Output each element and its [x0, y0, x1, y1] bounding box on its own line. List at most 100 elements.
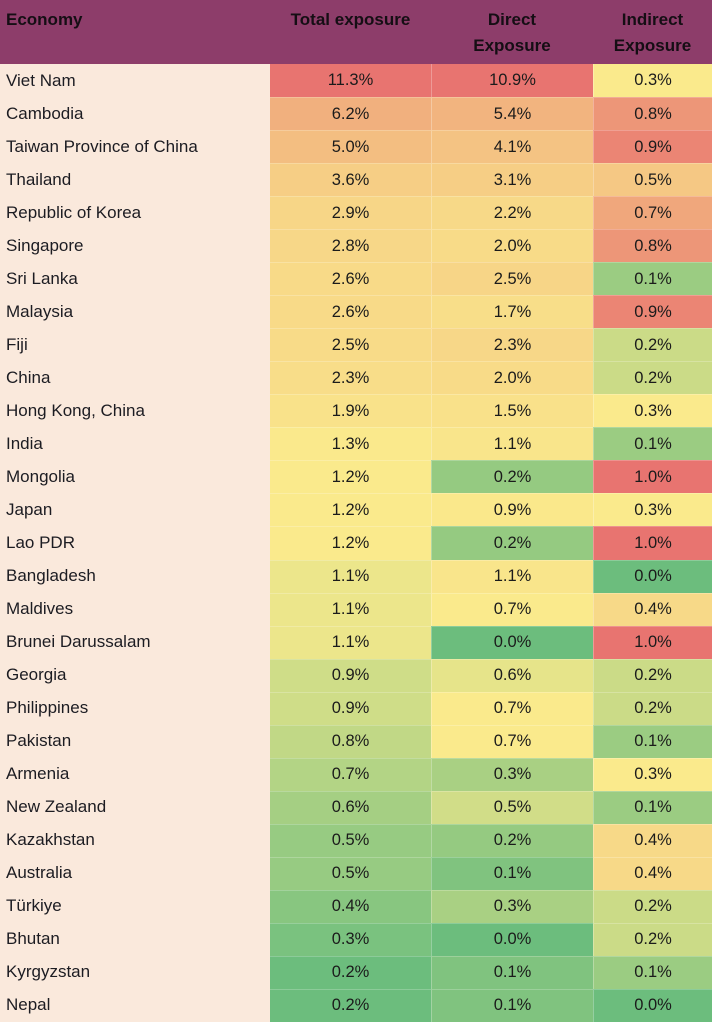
direct-exposure-cell: 0.3% [431, 757, 593, 791]
total-exposure-cell: 2.5% [270, 328, 431, 362]
economy-cell: Thailand [0, 163, 270, 197]
direct-exposure-cell: 0.7% [431, 691, 593, 725]
indirect-exposure-cell: 0.1% [593, 790, 712, 824]
economy-cell: Fiji [0, 328, 270, 362]
indirect-exposure-cell: 0.8% [593, 97, 712, 131]
direct-exposure-cell: 3.1% [431, 163, 593, 197]
indirect-exposure-cell: 0.7% [593, 196, 712, 230]
economy-cell: Taiwan Province of China [0, 130, 270, 164]
indirect-exposure-cell: 0.2% [593, 922, 712, 956]
direct-exposure-cell: 0.9% [431, 493, 593, 527]
indirect-exposure-cell: 0.4% [593, 856, 712, 890]
direct-exposure-cell: 0.0% [431, 625, 593, 659]
total-exposure-cell: 0.2% [270, 988, 431, 1022]
indirect-exposure-cell: 0.1% [593, 427, 712, 461]
header-indirect-line2: Exposure [613, 36, 692, 55]
economy-cell: India [0, 427, 270, 461]
indirect-exposure-cell: 0.2% [593, 361, 712, 395]
total-exposure-cell: 1.1% [270, 559, 431, 593]
economy-cell: Maldives [0, 592, 270, 626]
indirect-exposure-cell: 0.3% [593, 493, 712, 527]
total-exposure-cell: 2.6% [270, 295, 431, 329]
total-exposure-cell: 1.2% [270, 460, 431, 494]
total-exposure-cell: 0.4% [270, 889, 431, 923]
economy-cell: Republic of Korea [0, 196, 270, 230]
indirect-exposure-cell: 0.0% [593, 988, 712, 1022]
indirect-exposure-cell: 1.0% [593, 460, 712, 494]
direct-exposure-cell: 1.1% [431, 559, 593, 593]
total-exposure-cell: 5.0% [270, 130, 431, 164]
economy-cell: New Zealand [0, 790, 270, 824]
total-exposure-cell: 1.1% [270, 592, 431, 626]
indirect-exposure-cell: 0.2% [593, 691, 712, 725]
direct-exposure-cell: 2.5% [431, 262, 593, 296]
indirect-exposure-cell: 0.1% [593, 262, 712, 296]
indirect-exposure-cell: 0.4% [593, 592, 712, 626]
economy-cell: Cambodia [0, 97, 270, 131]
economy-cell: Kyrgyzstan [0, 955, 270, 989]
indirect-exposure-cell: 0.3% [593, 394, 712, 428]
economy-cell: Bhutan [0, 922, 270, 956]
indirect-exposure-cell: 0.2% [593, 889, 712, 923]
economy-cell: Lao PDR [0, 526, 270, 560]
direct-exposure-cell: 2.0% [431, 361, 593, 395]
total-exposure-cell: 0.5% [270, 856, 431, 890]
total-exposure-cell: 3.6% [270, 163, 431, 197]
indirect-exposure-cell: 0.2% [593, 658, 712, 692]
economy-cell: Bangladesh [0, 559, 270, 593]
total-exposure-cell: 1.3% [270, 427, 431, 461]
direct-exposure-cell: 0.1% [431, 856, 593, 890]
economy-cell: Nepal [0, 988, 270, 1022]
direct-exposure-cell: 0.3% [431, 889, 593, 923]
economy-cell: Malaysia [0, 295, 270, 329]
total-exposure-cell: 2.6% [270, 262, 431, 296]
direct-exposure-cell: 0.6% [431, 658, 593, 692]
total-exposure-cell: 0.9% [270, 658, 431, 692]
indirect-exposure-cell: 0.3% [593, 757, 712, 791]
header-economy: Economy [0, 0, 270, 64]
economy-cell: Singapore [0, 229, 270, 263]
total-exposure-cell: 2.8% [270, 229, 431, 263]
header-direct-exposure: Direct Exposure [431, 0, 593, 64]
direct-exposure-cell: 0.2% [431, 823, 593, 857]
direct-exposure-cell: 1.1% [431, 427, 593, 461]
indirect-exposure-cell: 0.1% [593, 955, 712, 989]
header-economy-label: Economy [6, 10, 83, 29]
economy-cell: Türkiye [0, 889, 270, 923]
indirect-exposure-cell: 0.3% [593, 64, 712, 98]
direct-exposure-cell: 1.7% [431, 295, 593, 329]
indirect-exposure-cell: 0.8% [593, 229, 712, 263]
economy-cell: Australia [0, 856, 270, 890]
direct-exposure-cell: 5.4% [431, 97, 593, 131]
economy-cell: Kazakhstan [0, 823, 270, 857]
header-indirect-exposure: Indirect Exposure [593, 0, 712, 64]
economy-cell: Philippines [0, 691, 270, 725]
direct-exposure-cell: 0.2% [431, 460, 593, 494]
total-exposure-cell: 0.6% [270, 790, 431, 824]
direct-exposure-cell: 0.7% [431, 592, 593, 626]
economy-cell: Sri Lanka [0, 262, 270, 296]
header-direct-line1: Direct [487, 10, 537, 29]
indirect-exposure-cell: 0.4% [593, 823, 712, 857]
economy-cell: Brunei Darussalam [0, 625, 270, 659]
total-exposure-cell: 11.3% [270, 64, 431, 98]
direct-exposure-cell: 2.2% [431, 196, 593, 230]
direct-exposure-cell: 0.1% [431, 955, 593, 989]
indirect-exposure-cell: 1.0% [593, 625, 712, 659]
indirect-exposure-cell: 0.9% [593, 130, 712, 164]
economy-cell: Georgia [0, 658, 270, 692]
header-direct-line2: Exposure [473, 36, 551, 55]
total-exposure-cell: 0.3% [270, 922, 431, 956]
direct-exposure-cell: 0.0% [431, 922, 593, 956]
total-exposure-cell: 2.3% [270, 361, 431, 395]
header-indirect-line1: Indirect [621, 10, 684, 29]
total-exposure-cell: 6.2% [270, 97, 431, 131]
indirect-exposure-cell: 1.0% [593, 526, 712, 560]
total-exposure-cell: 0.9% [270, 691, 431, 725]
total-exposure-cell: 1.2% [270, 526, 431, 560]
economy-cell: Mongolia [0, 460, 270, 494]
total-exposure-cell: 0.5% [270, 823, 431, 857]
direct-exposure-cell: 0.2% [431, 526, 593, 560]
total-exposure-cell: 1.2% [270, 493, 431, 527]
economy-cell: Pakistan [0, 724, 270, 758]
